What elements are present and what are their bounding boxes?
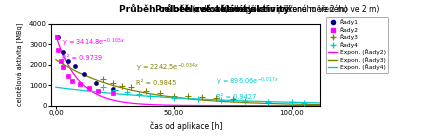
Point: [194, 98, 201, 101]
Point: [93, 82, 100, 84]
Point: [95, 90, 102, 92]
Point: [265, 100, 272, 103]
Point: [288, 101, 295, 103]
Point: [55, 49, 62, 51]
Point: [100, 78, 107, 80]
Point: [170, 95, 178, 97]
Text: R² = 0.9427: R² = 0.9427: [216, 94, 257, 100]
Text: Průběh celotělové aktivity: Průběh celotělové aktivity: [119, 4, 253, 14]
Point: [85, 87, 93, 89]
Legend: Řady1, Řady2, Řady3, Řady4, Expon. (Řady2), Expon. (Řady3), Expon. (Řady4): Řady1, Řady2, Řady3, Řady4, Expon. (Řady…: [326, 17, 388, 73]
Point: [142, 90, 149, 92]
Point: [76, 83, 83, 85]
Point: [60, 66, 67, 68]
Point: [55, 36, 62, 38]
Point: [64, 59, 71, 62]
Text: y = 2242.5e$^{-0.034x}$: y = 2242.5e$^{-0.034x}$: [136, 62, 199, 75]
Text: y = 896.06e$^{-0.017x}$: y = 896.06e$^{-0.017x}$: [216, 76, 279, 88]
Point: [109, 88, 116, 90]
Point: [81, 73, 88, 75]
Text: (z dávkového příkonu měřeného ve 2 m): (z dávkového příkonu měřeného ve 2 m): [222, 4, 380, 14]
Point: [241, 100, 248, 102]
Point: [230, 98, 237, 100]
Point: [218, 99, 225, 101]
Point: [199, 96, 206, 98]
Point: [60, 51, 67, 54]
Text: Průběh celotělové aktivity: Průběh celotělové aktivity: [155, 4, 290, 14]
Point: [57, 59, 64, 62]
Point: [100, 86, 107, 88]
Point: [128, 86, 135, 88]
Point: [71, 64, 78, 67]
Point: [185, 95, 192, 98]
Point: [69, 80, 76, 82]
Point: [123, 91, 130, 93]
Point: [300, 102, 307, 104]
Point: [213, 97, 220, 99]
Point: [147, 95, 154, 97]
Text: y = 3414.8e$^{-0.105x}$: y = 3414.8e$^{-0.105x}$: [62, 37, 125, 49]
Point: [53, 36, 61, 38]
Point: [109, 92, 116, 95]
Point: [170, 97, 178, 99]
X-axis label: čas od aplikace [h]: čas od aplikace [h]: [150, 121, 222, 131]
Point: [118, 85, 125, 87]
Point: [135, 93, 142, 95]
Y-axis label: celotělová aktivita [MBq]: celotělová aktivita [MBq]: [16, 23, 24, 106]
Text: R² = 0.9739: R² = 0.9739: [62, 55, 102, 61]
Point: [64, 75, 71, 77]
Point: [111, 89, 118, 91]
Text: (z dávkového příkonu měřeného ve 2 m): (z dávkového příkonu měřeného ve 2 m): [190, 4, 348, 14]
Text: R² = 0.9845: R² = 0.9845: [136, 80, 177, 86]
Point: [109, 82, 116, 84]
Point: [156, 92, 163, 95]
